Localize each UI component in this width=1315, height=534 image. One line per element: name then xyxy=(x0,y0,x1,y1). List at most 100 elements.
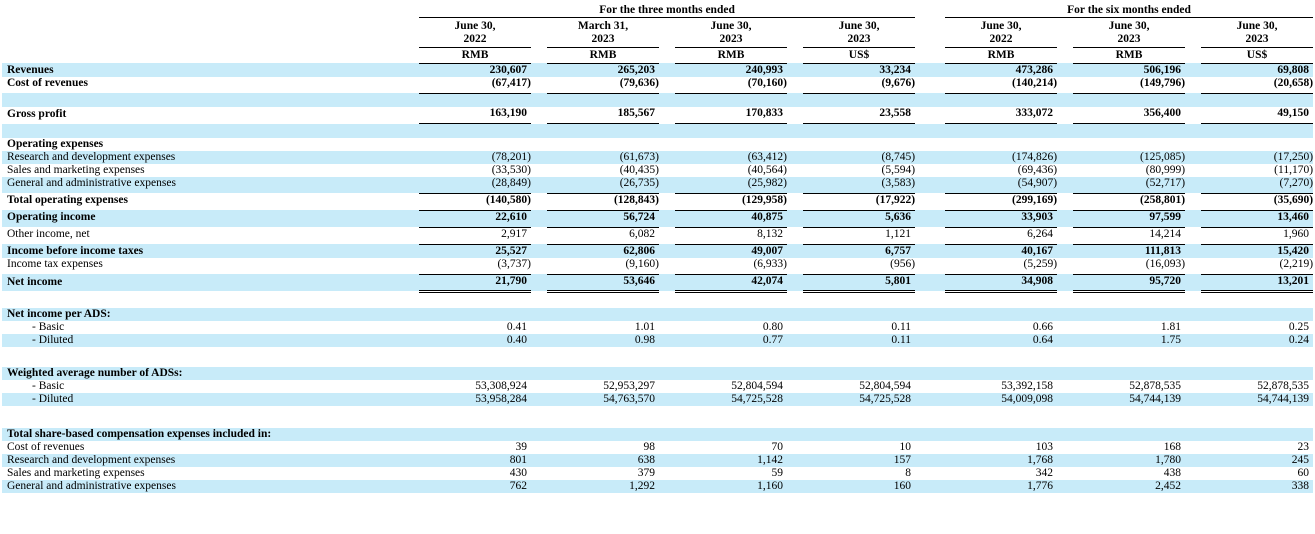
column-gap xyxy=(787,63,803,77)
group-gap xyxy=(915,274,945,291)
cell-value: 25,527 xyxy=(495,244,527,257)
cell-value: 34,908 xyxy=(945,274,1058,293)
table-row: Weighted average number of ADSs: xyxy=(2,367,1314,380)
group-gap xyxy=(915,308,945,321)
column-gap xyxy=(1185,210,1201,227)
column-gap xyxy=(1057,138,1073,151)
row-label: Operating expenses xyxy=(7,137,104,150)
column-gap xyxy=(1057,164,1073,177)
group-gap xyxy=(915,193,945,210)
column-gap xyxy=(787,321,803,334)
column-gap xyxy=(787,47,803,63)
column-gap xyxy=(531,227,547,244)
corner-cell xyxy=(2,3,419,17)
group-gap xyxy=(915,380,945,393)
table-row: - Basic 0.41 1.01 0.80 0.11 0.66 1.81 0.25 xyxy=(2,321,1314,334)
column-gap xyxy=(1057,193,1073,210)
cell-value: 6,082 xyxy=(547,227,659,245)
column-gap xyxy=(1185,227,1201,244)
row-label: Weighted average number of ADSs: xyxy=(7,367,183,379)
group-gap xyxy=(915,47,945,63)
column-gap xyxy=(659,107,675,124)
row-label: Cost of revenues xyxy=(7,77,88,89)
column-gap xyxy=(787,274,803,291)
cell-value: 1.01 xyxy=(634,321,655,333)
column-gap xyxy=(531,441,547,454)
column-gap xyxy=(787,393,803,406)
group-header-six-months: For the six months ended xyxy=(945,3,1314,18)
table-row: Sales and marketing expenses 430 379 59 8 342… xyxy=(2,467,1314,480)
column-gap xyxy=(787,441,803,454)
column-gap xyxy=(787,193,803,210)
column-gap xyxy=(531,244,547,258)
column-gap xyxy=(787,334,803,347)
cell-value: 23 xyxy=(1297,441,1310,453)
column-gap xyxy=(531,177,547,194)
column-gap xyxy=(531,193,547,210)
cell-value: 52,953,297 xyxy=(603,380,655,392)
column-gap xyxy=(787,151,803,164)
cell-value: (20,658) xyxy=(1201,76,1314,94)
row-label: - Basic xyxy=(32,380,65,392)
group-gap xyxy=(915,151,945,164)
column-gap xyxy=(787,308,803,321)
cell-value: (140,214) xyxy=(945,76,1058,94)
cell-value xyxy=(419,367,531,380)
cell-value: (61,673) xyxy=(619,150,659,163)
period-header-row: June 30, 2022 March 31, 2023 June 30, 2023 Jun… xyxy=(2,17,1314,48)
row-label: Net income per ADS: xyxy=(7,308,111,320)
column-gap xyxy=(787,454,803,467)
cell-value: 2,452 xyxy=(1155,480,1182,492)
group-header-row: For the three months ended For the six m… xyxy=(2,3,1314,18)
cell-value: (11,170) xyxy=(1274,163,1314,176)
cell-value: 8,132 xyxy=(675,227,787,245)
cell-value xyxy=(945,367,1057,380)
cell-value: (54,907) xyxy=(945,176,1058,194)
cell-value xyxy=(547,428,659,441)
currency-column-header: RMB xyxy=(1073,47,1186,64)
cell-value xyxy=(1201,367,1313,380)
cell-value: 95,720 xyxy=(1073,274,1186,293)
cell-value: 69,808 xyxy=(1277,63,1310,76)
cell-value: 40,167 xyxy=(1021,244,1054,257)
row-label: Income tax expenses xyxy=(7,258,103,270)
column-gap xyxy=(1185,258,1201,275)
cell-value: (35,690) xyxy=(1201,193,1314,211)
table-row: Other income, net 2,917 6,082 8,132 1,121 6,2… xyxy=(2,227,1314,245)
cell-value: 1,160 xyxy=(757,480,783,492)
column-gap xyxy=(659,210,675,227)
cell-value: 56,724 xyxy=(547,210,659,228)
group-gap xyxy=(915,227,945,244)
column-gap xyxy=(531,210,547,227)
row-label: - Diluted xyxy=(32,393,74,405)
cell-value: (9,160) xyxy=(547,257,659,275)
column-gap xyxy=(787,480,803,493)
column-gap xyxy=(787,17,803,47)
cell-value: (16,093) xyxy=(1073,257,1186,275)
cell-value: 15,420 xyxy=(1277,244,1310,257)
column-gap xyxy=(1185,274,1201,291)
row-label: Income before income taxes xyxy=(7,244,144,257)
table-row: Operating income 22,610 56,724 40,875 5,636 3… xyxy=(2,210,1314,228)
cell-value: (80,999) xyxy=(1145,163,1186,176)
column-gap xyxy=(659,321,675,334)
cell-value: 473,286 xyxy=(1015,63,1054,76)
cell-value: 10 xyxy=(899,441,912,453)
column-gap xyxy=(1185,47,1201,63)
table-row: Total operating expenses (140,580) (128,84… xyxy=(2,193,1314,211)
cell-value: 0.98 xyxy=(634,334,655,346)
cell-value: 1,776 xyxy=(1027,480,1054,492)
cell-value: 59 xyxy=(771,467,784,479)
column-gap xyxy=(531,258,547,275)
spacer-row xyxy=(2,123,1314,138)
corner-cell xyxy=(2,47,419,63)
column-gap xyxy=(787,227,803,244)
cell-value: (7,270) xyxy=(1201,176,1314,194)
cell-value xyxy=(675,428,787,441)
cell-value: (3,583) xyxy=(803,176,916,194)
column-gap xyxy=(659,47,675,63)
cell-value: (17,250) xyxy=(1273,150,1314,163)
cell-value xyxy=(803,367,915,380)
column-gap xyxy=(659,454,675,467)
column-gap xyxy=(1057,321,1073,334)
